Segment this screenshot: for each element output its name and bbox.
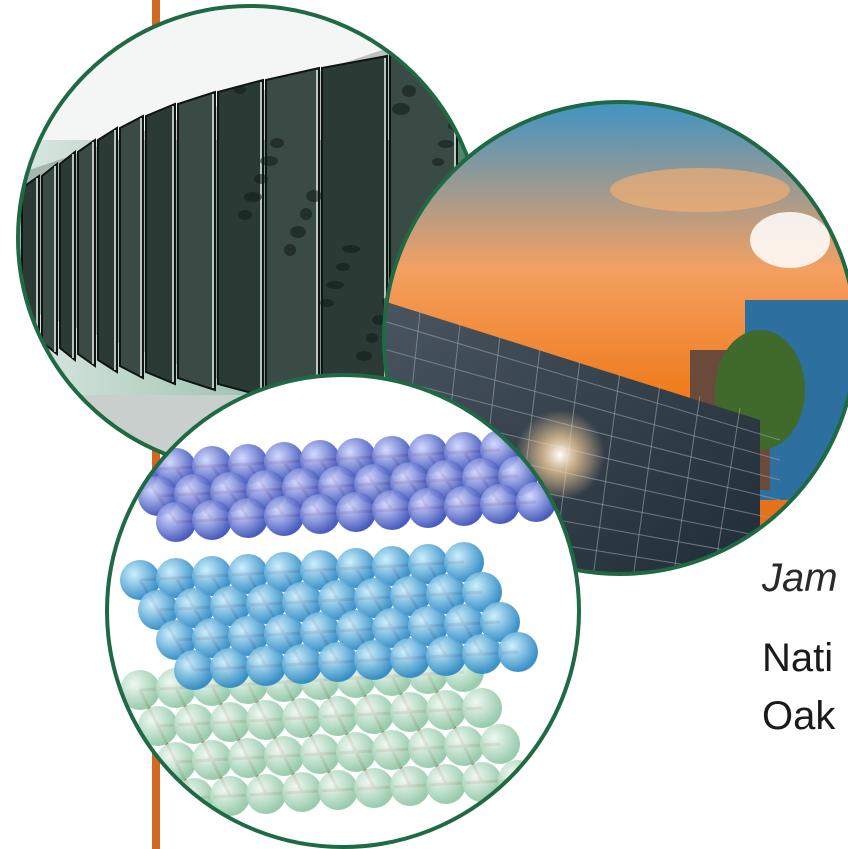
circle-frame-lattice [105,373,581,849]
circle-frame-solar [382,100,848,576]
institution-line-1: Nati [762,636,834,680]
molecular-lattice-rendering [107,375,579,847]
presenter-name: Jam [762,556,838,600]
institution-line-2: Oak [762,694,836,738]
